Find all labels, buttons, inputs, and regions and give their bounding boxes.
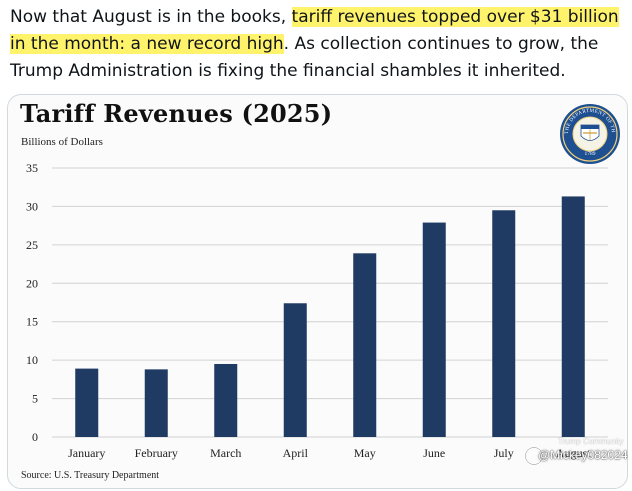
y-tick-label: 30 — [26, 199, 38, 213]
bar-february — [144, 369, 168, 437]
y-tick-label: 20 — [26, 276, 38, 290]
x-tick-label: March — [210, 446, 241, 460]
chart-title: Tariff Revenues (2025) — [20, 99, 333, 128]
post-text-line3: Trump Administration is fixing the finan… — [10, 61, 566, 81]
bar-july — [492, 210, 516, 437]
y-tick-label: 0 — [32, 430, 38, 444]
treasury-seal-icon: THE DEPARTMENT OF THE TREASURY 1789 — [559, 103, 620, 164]
x-tick-label: May — [354, 446, 376, 460]
watermark-handle: @Mickey082024 — [538, 448, 628, 462]
post-highlight-2: in the month: a new record high — [10, 34, 284, 54]
y-tick-label: 25 — [26, 238, 38, 252]
bar-june — [422, 222, 446, 437]
watermark-logo-icon — [524, 446, 544, 466]
x-tick-label: January — [68, 446, 105, 460]
chart-source-note: Source: U.S. Treasury Department — [21, 470, 160, 481]
x-tick-label: July — [494, 446, 514, 460]
bar-march — [214, 363, 238, 437]
y-tick-label: 5 — [32, 392, 38, 406]
post-text: Now that August is in the books, tariff … — [10, 4, 624, 85]
seal-year: 1789 — [585, 151, 596, 157]
x-tick-label: June — [423, 446, 445, 460]
x-tick-label: April — [283, 446, 309, 460]
bar-january — [75, 368, 99, 437]
y-tick-label: 10 — [26, 353, 38, 367]
bar-may — [353, 253, 377, 437]
post-text-line2: . As collection continues to grow, the — [283, 34, 599, 54]
bar-chart: 0 5 10 15 20 25 30 35 January February March April M… — [26, 161, 608, 460]
chart-image-card[interactable]: Tariff Revenues (2025) Billions of Dolla… — [7, 94, 628, 489]
x-tick-label: February — [135, 446, 178, 460]
post-highlight-1: tariff revenues topped over $31 billion — [291, 7, 619, 27]
bar-august — [561, 196, 585, 437]
chart-y-axis-label: Billions of Dollars — [21, 136, 103, 148]
y-tick-label: 35 — [26, 161, 38, 175]
post-text-line1: Now that August is in the books, — [10, 7, 292, 27]
watermark-faint-text: Trump Community — [558, 437, 624, 446]
bar-april — [283, 303, 307, 437]
y-tick-label: 15 — [26, 315, 38, 329]
x-tick-label: August — [556, 446, 591, 460]
